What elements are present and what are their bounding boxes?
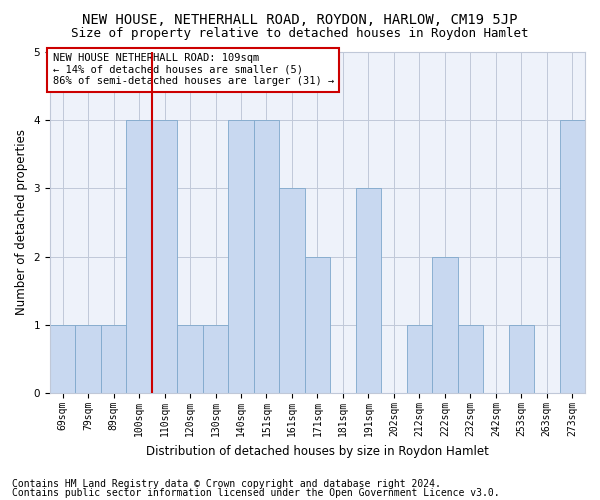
Bar (101, 325, 127, 394)
Text: NEW HOUSE, NETHERHALL ROAD, ROYDON, HARLOW, CM19 5JP: NEW HOUSE, NETHERHALL ROAD, ROYDON, HARL… (82, 12, 518, 26)
Bar (254, 120, 279, 394)
Bar (509, 325, 534, 394)
Text: Contains HM Land Registry data © Crown copyright and database right 2024.: Contains HM Land Registry data © Crown c… (12, 479, 441, 489)
Bar (76, 325, 101, 394)
Bar (127, 120, 152, 394)
Bar (432, 256, 458, 394)
Text: NEW HOUSE NETHERHALL ROAD: 109sqm
← 14% of detached houses are smaller (5)
86% o: NEW HOUSE NETHERHALL ROAD: 109sqm ← 14% … (53, 53, 334, 86)
Bar (228, 120, 254, 394)
Text: Size of property relative to detached houses in Roydon Hamlet: Size of property relative to detached ho… (71, 28, 529, 40)
Bar (407, 325, 432, 394)
Bar (305, 256, 330, 394)
Bar (50, 325, 76, 394)
Text: Contains public sector information licensed under the Open Government Licence v3: Contains public sector information licen… (12, 488, 500, 498)
Bar (356, 188, 381, 394)
Bar (203, 325, 228, 394)
Bar (152, 120, 178, 394)
Bar (458, 325, 483, 394)
X-axis label: Distribution of detached houses by size in Roydon Hamlet: Distribution of detached houses by size … (146, 444, 489, 458)
Bar (178, 325, 203, 394)
Bar (279, 188, 305, 394)
Bar (560, 120, 585, 394)
Y-axis label: Number of detached properties: Number of detached properties (15, 130, 28, 316)
